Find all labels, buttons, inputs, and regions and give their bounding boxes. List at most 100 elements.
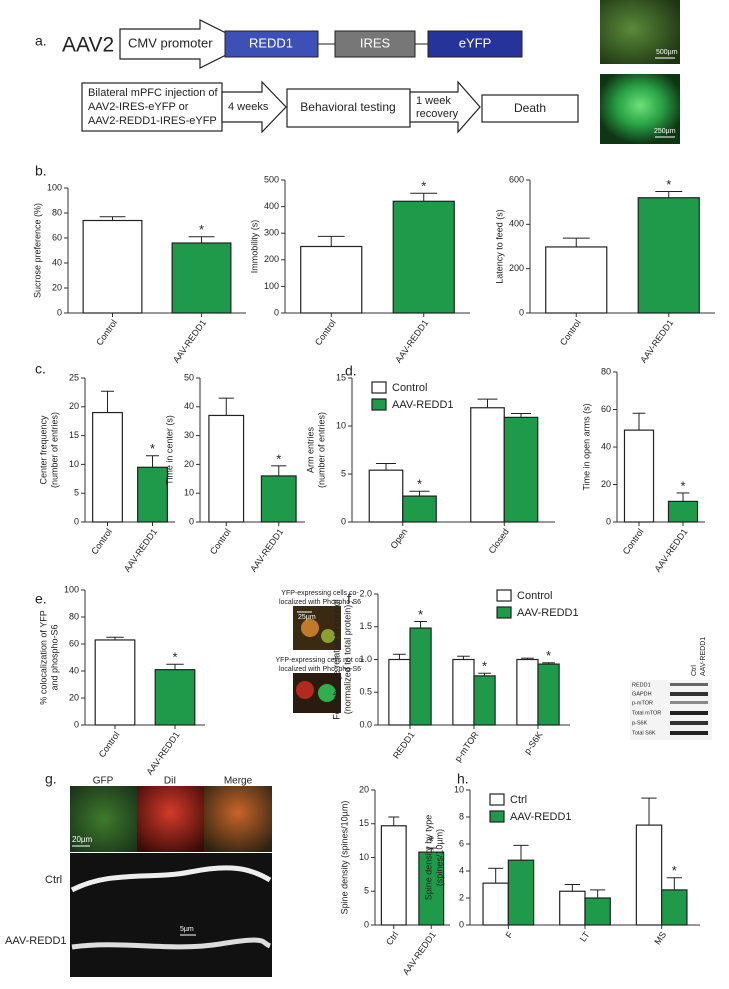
y-tick-label: 200 xyxy=(264,254,279,264)
significance: * xyxy=(680,478,685,493)
x-tick-label: AAV-REDD1 xyxy=(248,527,285,574)
x-tick-label: MS xyxy=(652,930,668,947)
row-label: AAV-REDD1 xyxy=(5,935,67,947)
y-tick-label: 20 xyxy=(69,401,79,411)
panel-label: e. xyxy=(35,591,47,607)
legend-swatch xyxy=(489,810,505,823)
y-tick-label: 0 xyxy=(606,516,611,526)
significance: * xyxy=(546,648,551,663)
x-tick-label: Control xyxy=(97,730,122,760)
bar xyxy=(368,469,404,523)
bar xyxy=(667,500,699,523)
x-tick-label: AAV-REDD1 xyxy=(638,318,675,365)
panel-label: c. xyxy=(35,361,46,377)
western-blot: Ctrl AAV-REDD1 REDD1 GAPDH p-mTOR Total … xyxy=(630,637,712,740)
bar xyxy=(637,197,700,314)
x-tick-label: AAV-REDD1 xyxy=(653,527,690,574)
lane-label: Ctrl xyxy=(691,665,698,676)
blot-row: GAPDH xyxy=(632,691,652,697)
dendrite xyxy=(71,937,272,950)
bar xyxy=(661,889,688,926)
bar xyxy=(623,429,655,523)
image-caption: localized with Phospho-S6 xyxy=(279,666,361,673)
x-tick-label: AAV-REDD1 xyxy=(171,318,208,365)
x-tick-label: Ctrl xyxy=(384,930,400,947)
legend-label: AAV-REDD1 xyxy=(510,811,572,823)
y-tick-label: 10 xyxy=(336,420,346,430)
x-tick-label: AAV-REDD1 xyxy=(401,930,438,977)
y-tick-label: 0 xyxy=(341,516,346,526)
y-tick-label: 0 xyxy=(189,516,194,526)
y-tick-label: 10 xyxy=(454,784,464,794)
reporter-box xyxy=(427,30,523,58)
legend-label: Control xyxy=(517,590,552,602)
ires-box xyxy=(334,30,416,58)
scale-label: 20µm xyxy=(72,835,93,844)
blot xyxy=(630,680,712,740)
y-axis-label: (number of entries) xyxy=(49,412,59,488)
dendrite xyxy=(70,865,272,893)
x-tick-label: p-mTOR xyxy=(453,729,481,763)
testing-box xyxy=(286,88,411,128)
y-axis-label: Immobility (s) xyxy=(249,220,259,274)
x-tick-label: Control xyxy=(89,527,114,557)
significance: * xyxy=(276,451,281,466)
colocalization-images: YFP-expressing cells co- localized with … xyxy=(275,590,365,713)
y-axis-label: (number of entries) xyxy=(316,412,326,488)
y-tick-label: 0 xyxy=(519,307,524,317)
y-axis-label: Latency to feed (s) xyxy=(494,209,504,284)
y-tick-label: 0 xyxy=(274,307,279,317)
recovery-arrow xyxy=(409,80,481,134)
recovery-label: 1 week xyxy=(416,95,451,107)
band xyxy=(670,692,708,696)
y-tick-label: 20 xyxy=(359,784,369,794)
bar xyxy=(418,851,445,926)
x-tick-label: LT xyxy=(578,929,592,943)
x-tick-label: Control xyxy=(94,318,119,348)
y-tick-label: 60 xyxy=(601,404,611,414)
bar xyxy=(635,824,663,926)
significance: * xyxy=(418,607,423,622)
y-tick-label: 10 xyxy=(69,459,79,469)
y-tick-label: 20 xyxy=(52,282,62,292)
bar xyxy=(503,416,539,523)
injection-text: AAV2-IRES-eYFP or xyxy=(88,101,189,113)
bar xyxy=(171,242,232,314)
wait-arrow xyxy=(221,80,287,134)
significance: * xyxy=(150,441,155,456)
bar xyxy=(402,495,437,523)
bar xyxy=(537,663,560,726)
y-tick-label: 30 xyxy=(184,430,194,440)
blot-row: Total S6K xyxy=(632,730,656,736)
significance: * xyxy=(666,177,671,192)
ires-label: IRES xyxy=(360,35,391,50)
micrograph xyxy=(204,786,272,852)
bar xyxy=(473,675,496,726)
y-axis-label: Time in open arms (s) xyxy=(581,403,591,490)
y-axis-label: Time in center (s) xyxy=(164,415,174,485)
y-tick-label: 6 xyxy=(459,838,464,848)
band xyxy=(670,683,708,686)
bar xyxy=(516,658,539,726)
significance: * xyxy=(482,659,487,674)
y-axis-label: Arm entries xyxy=(305,426,315,473)
y-tick-label: 40 xyxy=(52,257,62,267)
y-tick-label: 0 xyxy=(364,919,369,929)
y-tick-label: 80 xyxy=(69,611,79,621)
y-tick-label: 0.5 xyxy=(359,687,372,697)
legend-label: Control xyxy=(392,382,427,394)
wait-label: 4 weeks xyxy=(228,101,269,113)
band xyxy=(670,701,708,704)
y-tick-label: 5 xyxy=(74,488,79,498)
bar xyxy=(380,825,407,926)
y-axis-label: Sucrose preference (%) xyxy=(32,203,42,298)
bar xyxy=(584,897,611,926)
significance: * xyxy=(672,863,677,878)
panel-label: b. xyxy=(35,163,47,179)
bar xyxy=(388,658,411,726)
y-tick-label: 0 xyxy=(57,307,62,317)
promoter-arrow xyxy=(119,19,250,69)
testing-label: Behavioral testing xyxy=(300,100,395,114)
blot-row: Total mTOR xyxy=(632,710,661,716)
legend-swatch xyxy=(371,398,387,411)
